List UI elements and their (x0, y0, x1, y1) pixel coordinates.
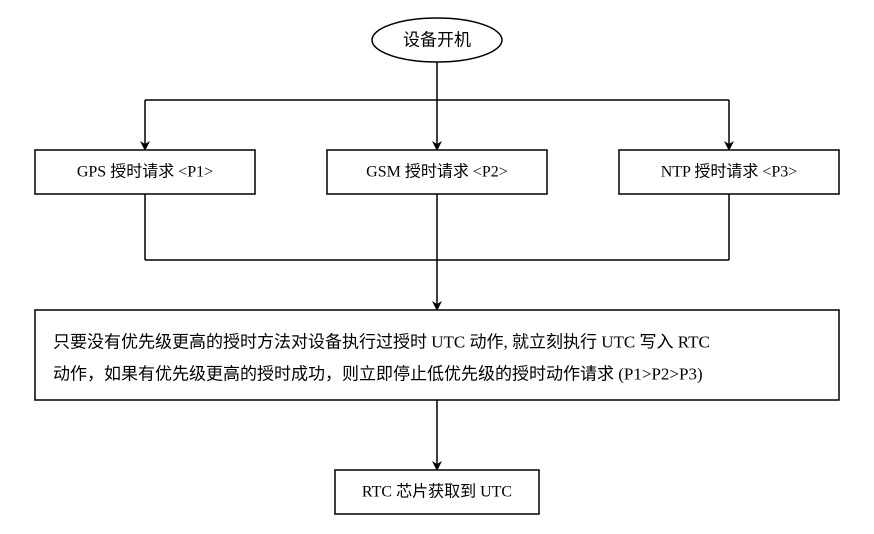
node-line-logic-0: 只要没有优先级更高的授时方法对设备执行过授时 UTC 动作, 就立刻执行 UTC… (53, 333, 710, 352)
node-label-gsm: GSM 授时请求 <P2> (366, 163, 508, 181)
node-label-start: 设备开机 (403, 31, 471, 50)
node-label-gps: GPS 授时请求 <P1> (77, 163, 213, 181)
node-line-logic-1: 动作，如果有优先级更高的授时成功，则立即停止低优先级的授时动作请求 (P1>P2… (53, 365, 703, 384)
node-logic (35, 310, 839, 400)
node-label-rtc: RTC 芯片获取到 UTC (362, 483, 512, 501)
node-label-ntp: NTP 授时请求 <P3> (661, 163, 798, 181)
